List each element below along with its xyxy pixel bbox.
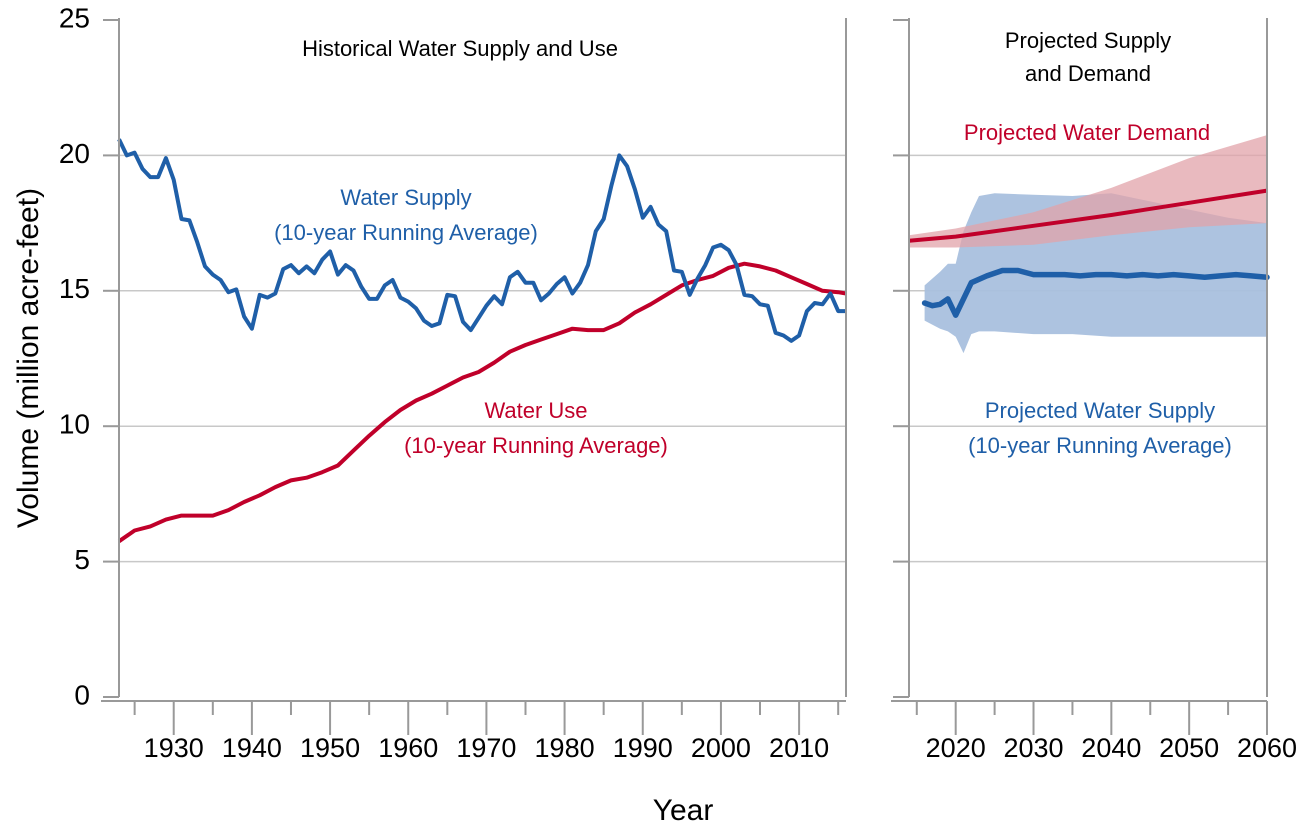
historical-gridlines xyxy=(119,154,846,563)
x-tick-label: 2050 xyxy=(1159,733,1219,763)
x-tick-label: 2000 xyxy=(691,733,751,763)
x-tick-label: 1980 xyxy=(535,733,595,763)
axes: 1930 1940 1950 1960 1970 1980 1990 2000 2010 2020… xyxy=(59,2,1297,763)
y-tick-label: 10 xyxy=(59,409,90,440)
y-tick-label: 25 xyxy=(59,2,90,33)
x-tick-label: 1990 xyxy=(613,733,673,763)
x-tick-label: 2060 xyxy=(1237,733,1297,763)
projected-bands xyxy=(909,135,1267,354)
projected-panel-title-line2: and Demand xyxy=(1025,61,1151,86)
projected-demand-line xyxy=(908,188,1268,243)
water-use-line xyxy=(117,261,847,543)
water-supply-label: Water Supply xyxy=(340,185,471,210)
x-tick-label: 2010 xyxy=(769,733,829,763)
water-supply-line xyxy=(117,138,846,343)
water-use-label-sub: (10-year Running Average) xyxy=(404,433,668,458)
x-tick-label: 1950 xyxy=(300,733,360,763)
x-tick-label: 1930 xyxy=(144,733,204,763)
x-axis-label: Year xyxy=(653,794,714,827)
x-tick-label: 1970 xyxy=(456,733,516,763)
x-tick-label: 1940 xyxy=(222,733,282,763)
y-tick-label: 0 xyxy=(74,679,90,710)
projected-supply-line xyxy=(921,267,1270,318)
y-tick-label: 15 xyxy=(59,273,90,304)
projected-supply-label: Projected Water Supply xyxy=(985,398,1215,423)
projected-demand-range-band xyxy=(909,135,1267,248)
historical-panel-title: Historical Water Supply and Use xyxy=(302,36,618,61)
y-tick-label: 20 xyxy=(59,138,90,169)
projected-supply-label-sub: (10-year Running Average) xyxy=(968,433,1232,458)
x-tick-label: 2030 xyxy=(1003,733,1063,763)
water-use-label: Water Use xyxy=(484,398,587,423)
x-tick-label: 2040 xyxy=(1081,733,1141,763)
y-tick-label: 5 xyxy=(74,544,90,575)
series-lines xyxy=(117,138,1270,543)
y-axis-label: Volume (million acre-feet) xyxy=(12,188,45,528)
projected-demand-label: Projected Water Demand xyxy=(964,120,1210,145)
x-tick-label: 2020 xyxy=(926,733,986,763)
water-supply-label-sub: (10-year Running Average) xyxy=(274,220,538,245)
projected-panel-title: Projected Supply xyxy=(1005,28,1171,53)
x-tick-label: 1960 xyxy=(378,733,438,763)
